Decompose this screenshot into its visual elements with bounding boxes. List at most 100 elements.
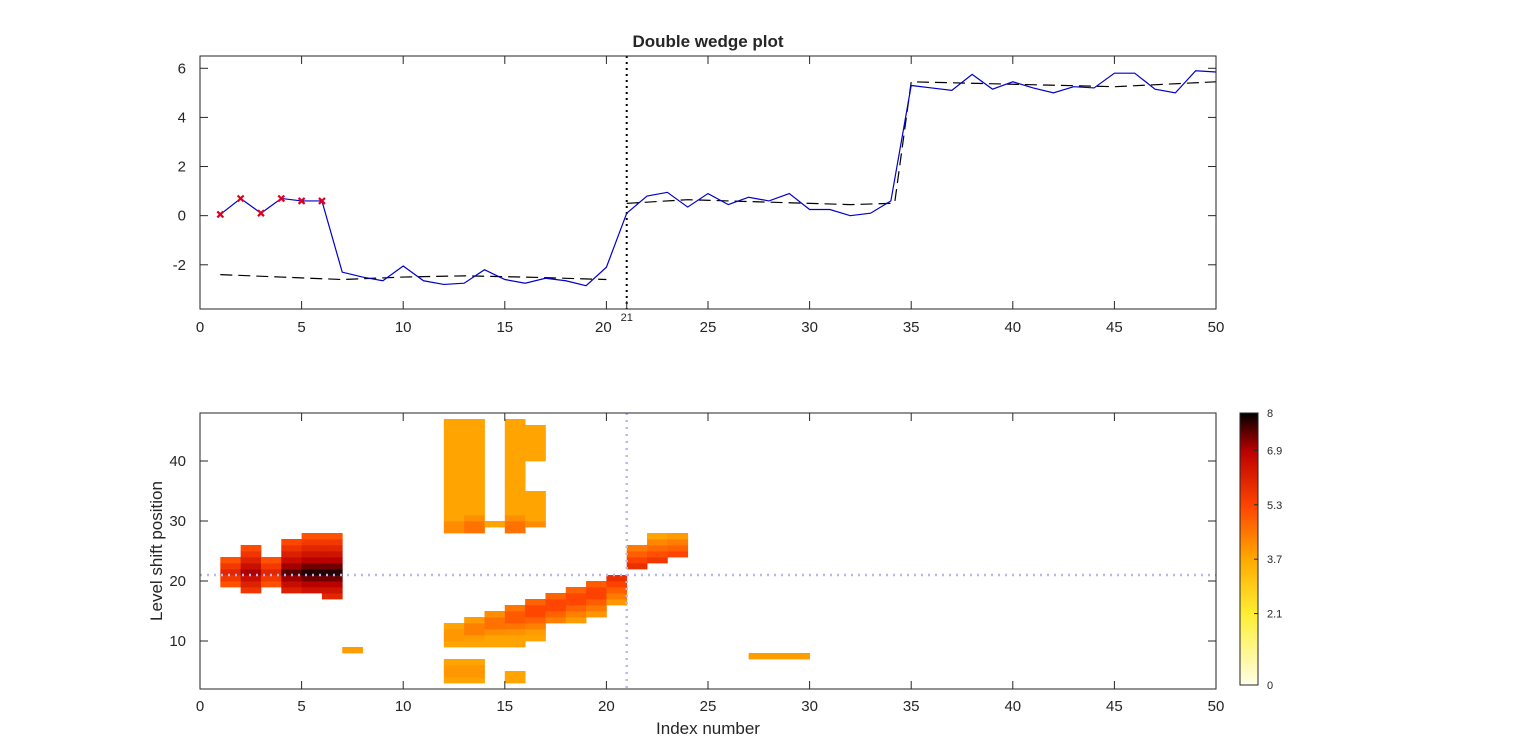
heatmap-cell <box>301 563 323 570</box>
heatmap-cell <box>464 449 485 456</box>
heatmap-cell <box>464 443 485 450</box>
heatmap-cell <box>220 557 242 564</box>
top-y-tick-label: 4 <box>178 109 186 126</box>
heatmap-cell <box>606 575 628 582</box>
heatmap-cell <box>647 557 668 564</box>
bottom-x-tick-label: 40 <box>1004 698 1021 715</box>
top-axes: Double wedge plot 0 5 10 15 20 25 30 35 40 45 5021… <box>173 32 1225 336</box>
heatmap-cell <box>240 581 262 588</box>
heatmap-column <box>464 617 485 648</box>
heatmap-cell <box>586 605 607 612</box>
heatmap-cell <box>464 479 485 486</box>
heatmap-cell <box>504 611 526 618</box>
heatmap-cell <box>484 623 506 630</box>
heatmap-cell <box>525 509 546 516</box>
heatmap-cell <box>504 449 526 456</box>
top-plot-area <box>216 56 1217 309</box>
heatmap-cell <box>464 461 485 468</box>
heatmap-cell <box>626 563 648 570</box>
top-y-tick-label: 6 <box>178 60 186 77</box>
heatmap-cell <box>220 581 242 588</box>
heatmap-cell <box>504 527 526 534</box>
bottom-x-tick-label: 0 <box>196 698 204 715</box>
heatmap-cell <box>626 551 648 558</box>
heatmap-cell <box>586 587 607 594</box>
heatmap-cell <box>443 503 465 510</box>
heatmap-cell <box>647 545 668 552</box>
heatmap-cell <box>321 563 343 570</box>
heatmap-cell <box>504 491 526 498</box>
heatmap-cell <box>443 467 465 474</box>
heatmap-cell <box>281 587 302 594</box>
heatmap-cell <box>504 623 526 630</box>
heatmap-column <box>240 545 262 594</box>
outlier-marker <box>277 194 286 203</box>
heatmap-cell <box>606 593 628 600</box>
outlier-marker <box>216 210 225 219</box>
colorbar-ticks: 0 2.1 3.7 5.3 6.9 8 <box>1254 408 1282 692</box>
heatmap-cell <box>443 623 465 630</box>
heatmap-cell <box>260 575 282 582</box>
heatmap-column <box>748 653 810 660</box>
heatmap-cell <box>606 587 628 594</box>
heatmap-cell <box>464 497 485 504</box>
heatmap-column <box>525 599 546 642</box>
heatmap-cell <box>301 581 323 588</box>
colorbar-tick-label: 8 <box>1267 408 1273 420</box>
heatmap-cell <box>443 443 465 450</box>
heatmap-cell <box>464 617 485 624</box>
outlier-marker <box>297 197 306 205</box>
colorbar-tick-label: 6.9 <box>1267 445 1282 457</box>
heatmap-cell <box>281 569 302 576</box>
outlier-marker-stroke <box>318 197 326 205</box>
outlier-marker-stroke <box>216 210 225 219</box>
heatmap-cell <box>504 641 526 648</box>
heatmap-cell <box>301 557 323 564</box>
heatmap-column <box>647 533 668 564</box>
heatmap-cell <box>484 611 506 618</box>
heatmap-cell <box>321 587 343 594</box>
top-x-tick-label: 50 <box>1208 319 1225 336</box>
top-y-tick-label: -2 <box>173 257 186 274</box>
top-title: Double wedge plot <box>632 32 783 51</box>
heatmap-cell <box>586 593 607 600</box>
heatmap-column <box>260 557 282 588</box>
heatmap-cell <box>443 437 465 444</box>
bottom-x-tick-label: 45 <box>1106 698 1123 715</box>
heatmap-cell <box>443 485 465 492</box>
heatmap-cell <box>464 635 485 642</box>
heatmap-cell <box>443 425 465 432</box>
heatmap-cell <box>281 551 302 558</box>
heatmap-cell <box>667 545 689 552</box>
heatmap-cell <box>525 449 546 456</box>
heatmap-cell <box>504 605 526 612</box>
heatmap-cell <box>443 677 485 684</box>
top-x-tick-label: 0 <box>196 319 204 336</box>
heatmap-cell <box>606 599 628 606</box>
heatmap-cell <box>321 575 343 582</box>
heatmap-cell <box>606 581 628 588</box>
heatmap-cell <box>301 569 323 576</box>
heatmap-cell <box>504 479 526 486</box>
heatmap-cell <box>240 563 262 570</box>
heatmap-column <box>443 659 485 684</box>
heatmap-cell <box>504 431 526 438</box>
heatmap-cell <box>321 533 343 540</box>
heatmap-cell <box>565 599 587 606</box>
heatmap-column <box>504 605 526 648</box>
heatmap-cell <box>464 455 485 462</box>
heatmap-cell <box>525 635 546 642</box>
heatmap-column <box>484 611 506 648</box>
heatmap-cell <box>281 563 302 570</box>
bottom-y-tick-label: 20 <box>169 573 186 590</box>
heatmap-column <box>220 557 242 588</box>
heatmap-cell <box>443 635 465 642</box>
heatmap-cell <box>464 521 485 528</box>
heatmap-cell <box>321 581 343 588</box>
heatmap-cell <box>545 593 567 600</box>
heatmap-cell <box>464 509 485 516</box>
bottom-plot-area <box>200 413 1216 689</box>
heatmap-cell <box>281 545 302 552</box>
heatmap-cell <box>586 611 607 618</box>
heatmap-cell <box>525 515 546 522</box>
